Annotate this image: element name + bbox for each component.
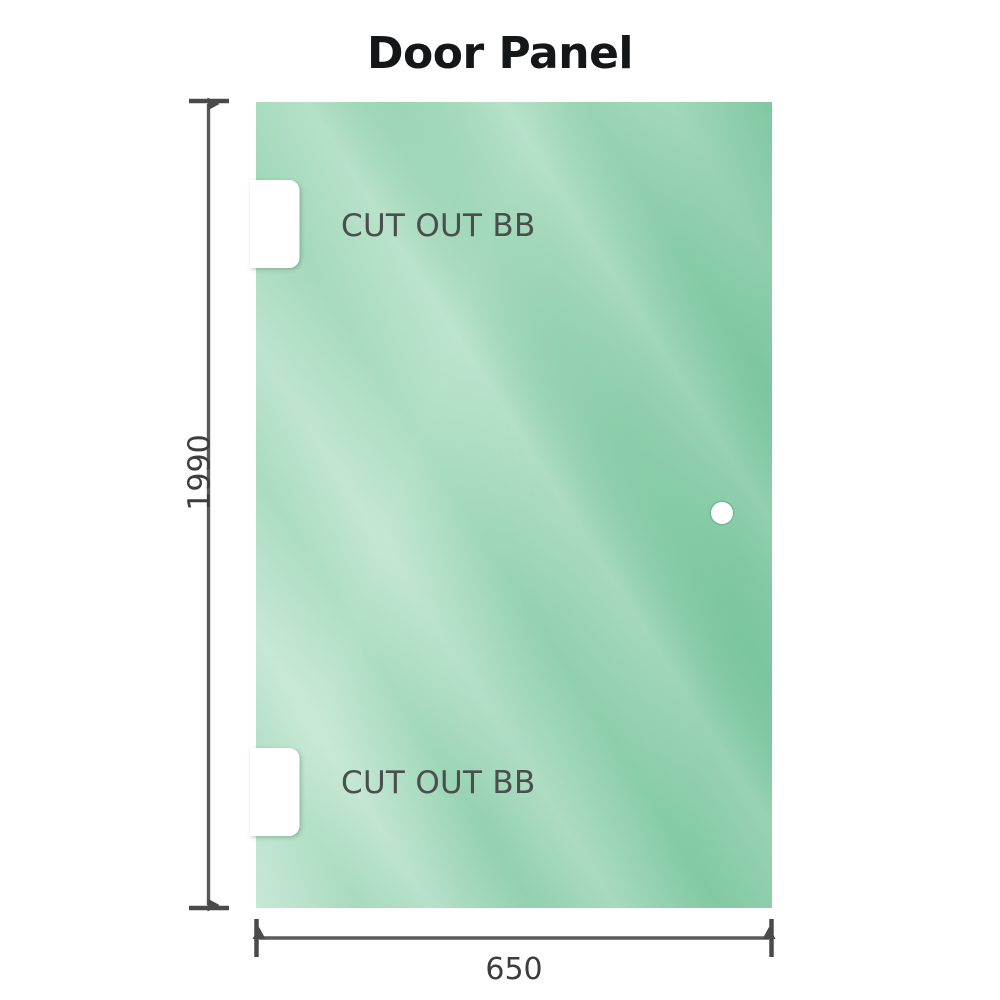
- width-dimension-label: 650: [485, 952, 543, 987]
- page-title: Door Panel: [366, 28, 634, 79]
- cutout-top: [250, 180, 300, 268]
- glass-surface: [256, 102, 772, 908]
- handle-hole: [709, 500, 735, 526]
- cutout-label-top: CUT OUT BB: [341, 208, 536, 244]
- cutout-label-bottom: CUT OUT BB: [341, 765, 536, 801]
- height-dimension-label: 1990: [182, 434, 218, 511]
- cutout-bottom: [250, 748, 300, 836]
- glass-door-panel: [250, 102, 772, 908]
